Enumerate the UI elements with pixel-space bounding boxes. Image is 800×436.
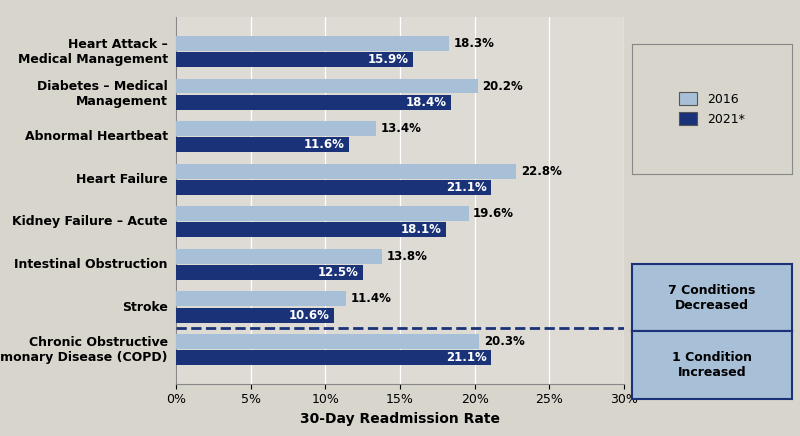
Text: 13.4%: 13.4% bbox=[381, 122, 422, 135]
Bar bbox=[176, 206, 469, 221]
Text: 21.1%: 21.1% bbox=[446, 351, 486, 364]
Text: 20.3%: 20.3% bbox=[484, 335, 524, 348]
Bar bbox=[176, 292, 346, 307]
Text: 11.4%: 11.4% bbox=[350, 293, 391, 306]
Bar bbox=[176, 36, 450, 51]
Bar bbox=[176, 265, 362, 280]
Text: 1 Condition
Increased: 1 Condition Increased bbox=[672, 351, 752, 379]
Bar bbox=[176, 137, 350, 152]
Text: 13.8%: 13.8% bbox=[386, 250, 427, 263]
Bar bbox=[176, 334, 479, 349]
Text: 10.6%: 10.6% bbox=[289, 309, 330, 322]
X-axis label: 30-Day Readmission Rate: 30-Day Readmission Rate bbox=[300, 412, 500, 426]
Bar bbox=[176, 222, 446, 237]
Bar bbox=[176, 95, 450, 109]
Bar bbox=[176, 180, 491, 195]
Text: 18.3%: 18.3% bbox=[454, 37, 494, 50]
Text: 21.1%: 21.1% bbox=[446, 181, 486, 194]
Text: 12.5%: 12.5% bbox=[318, 266, 358, 279]
Text: 11.6%: 11.6% bbox=[304, 138, 345, 151]
Bar bbox=[176, 249, 382, 264]
Text: 20.2%: 20.2% bbox=[482, 79, 523, 92]
Text: 18.1%: 18.1% bbox=[401, 223, 442, 236]
Bar bbox=[176, 164, 517, 179]
Text: 22.8%: 22.8% bbox=[521, 165, 562, 178]
Text: 15.9%: 15.9% bbox=[368, 53, 409, 66]
Bar bbox=[176, 308, 334, 323]
Text: 7 Conditions
Decreased: 7 Conditions Decreased bbox=[668, 283, 756, 312]
Bar bbox=[176, 350, 491, 365]
Bar bbox=[176, 121, 376, 136]
Text: 18.4%: 18.4% bbox=[406, 95, 446, 109]
Bar bbox=[176, 78, 478, 93]
Text: 19.6%: 19.6% bbox=[473, 207, 514, 220]
Legend: 2016, 2021*: 2016, 2021* bbox=[673, 86, 751, 132]
Bar bbox=[176, 52, 414, 67]
